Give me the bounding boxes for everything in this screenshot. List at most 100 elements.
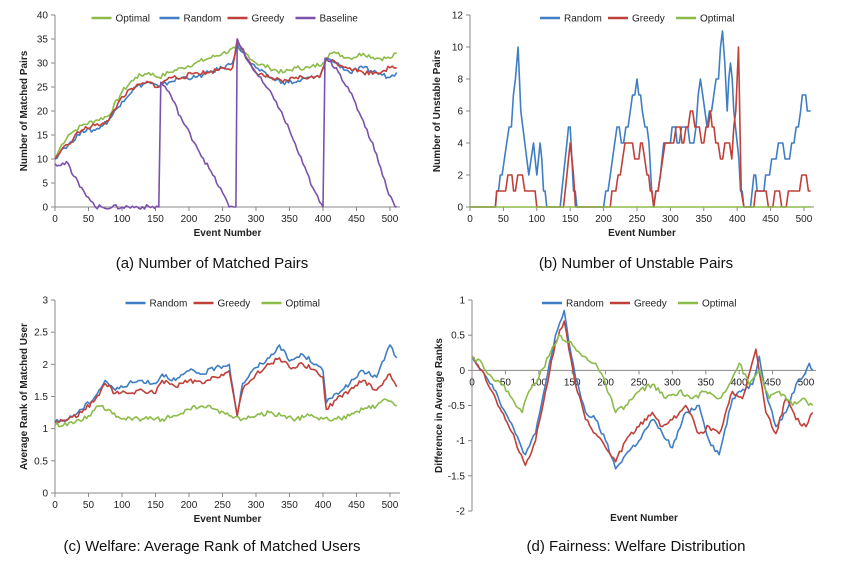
x-tick-label: 300 xyxy=(248,214,265,225)
x-tick-label: 450 xyxy=(764,377,781,388)
y-tick-label: 12 xyxy=(452,11,464,22)
x-tick-label: 250 xyxy=(214,214,231,225)
x-tick-label: 500 xyxy=(382,214,399,225)
x-tick-label: 400 xyxy=(731,377,748,388)
y-tick-label: 10 xyxy=(37,155,49,166)
series-line-greedy xyxy=(54,357,398,424)
y-tick-label: 2 xyxy=(42,360,48,371)
x-tick-label: 300 xyxy=(662,214,679,225)
x-tick-label: 250 xyxy=(631,377,648,388)
y-tick-label: 0 xyxy=(42,489,48,500)
x-tick-label: 200 xyxy=(181,500,198,511)
x-tick-label: 500 xyxy=(798,377,815,388)
y-tick-label: 30 xyxy=(37,59,49,70)
chart-welfare-rank: 0 0.5 1 1.5 2 2.5 3 0 50 100 150 200 250 300 350 400 450… xyxy=(19,296,400,525)
x-tick-label: 350 xyxy=(695,214,712,225)
y-tick-label: 3 xyxy=(42,296,48,307)
y-tick-label: 1 xyxy=(42,424,48,435)
caption-fairness: (d) Fairness: Welfare Distribution xyxy=(526,538,746,555)
y-tick-label: 1.5 xyxy=(34,392,48,403)
x-tick-label: 200 xyxy=(595,214,612,225)
series-line-random xyxy=(54,344,398,423)
y-tick-label: 10 xyxy=(452,43,464,54)
x-tick-label: 0 xyxy=(469,377,475,388)
x-tick-label: 50 xyxy=(498,214,510,225)
x-tick-label: 450 xyxy=(762,214,779,225)
x-axis-label: Event Number xyxy=(194,514,262,525)
caption-matched-pairs: (a) Number of Matched Pairs xyxy=(115,255,309,272)
legend-label-greedy: Greedy xyxy=(634,299,667,310)
caption-welfare: (c) Welfare: Average Rank of Matched Use… xyxy=(63,538,361,555)
chart-fairness: -2-1.5-1-0.500.510 50 100 150 200 250 300 350 40… xyxy=(434,296,816,524)
x-tick-label: 150 xyxy=(564,377,581,388)
x-tick-label: 450 xyxy=(348,500,365,511)
x-axis-label: Event Number xyxy=(194,228,262,239)
series-line-random xyxy=(470,30,811,208)
x-tick-label: 350 xyxy=(281,214,298,225)
legend-label-greedy: Greedy xyxy=(632,14,665,25)
y-tick-label: 0 xyxy=(42,203,48,214)
legend-label-random: Random xyxy=(150,299,188,310)
legend-label-greedy: Greedy xyxy=(218,299,251,310)
x-tick-label: 500 xyxy=(796,214,813,225)
x-tick-label: 350 xyxy=(697,377,714,388)
x-tick-label: 400 xyxy=(315,214,332,225)
x-tick-label: 450 xyxy=(348,214,365,225)
chart-unstable-pairs: 0 2 4 6 8 10 12 0 50 100 150 200 250 300 350 400 450 500 E… xyxy=(432,11,814,239)
x-tick-label: 400 xyxy=(729,214,746,225)
series-line-optimal xyxy=(471,334,814,414)
caption-unstable-pairs: (b) Number of Unstable Pairs xyxy=(538,255,734,272)
y-axis-label: Difference in Average Ranks xyxy=(434,338,445,473)
series-line-greedy xyxy=(470,46,811,208)
x-tick-label: 50 xyxy=(83,214,95,225)
x-tick-label: 50 xyxy=(500,377,512,388)
legend-label-random: Random xyxy=(184,14,222,25)
x-tick-label: 100 xyxy=(114,500,131,511)
y-tick-label: 6 xyxy=(457,107,463,118)
x-tick-label: 200 xyxy=(181,214,198,225)
x-axis-label: Event Number xyxy=(608,228,676,239)
y-axis-label: Average Rank of Matched User xyxy=(19,323,30,470)
y-tick-label: 40 xyxy=(37,11,49,22)
y-tick-label: 15 xyxy=(37,131,49,142)
x-tick-label: 150 xyxy=(147,500,164,511)
y-tick-label: 8 xyxy=(457,75,463,86)
y-tick-label: 0 xyxy=(457,203,463,214)
series-line-greedy xyxy=(54,38,397,160)
x-tick-label: 50 xyxy=(83,500,95,511)
legend-label-optimal: Optimal xyxy=(116,14,150,25)
x-tick-label: 400 xyxy=(315,500,332,511)
y-tick-label: 2 xyxy=(457,171,463,182)
y-axis-label: Number of Unstable Pairs xyxy=(432,49,443,172)
y-tick-label: -1 xyxy=(456,436,465,447)
legend-label-optimal: Optimal xyxy=(700,14,734,25)
y-tick-label: 5 xyxy=(42,179,48,190)
y-tick-label: 2.5 xyxy=(34,328,48,339)
series-line-baseline xyxy=(54,38,397,210)
series-line-random xyxy=(471,309,814,470)
x-tick-label: 250 xyxy=(214,500,231,511)
legend-label-optimal: Optimal xyxy=(286,299,320,310)
x-tick-label: 150 xyxy=(147,214,164,225)
y-tick-label: 20 xyxy=(37,107,49,118)
y-tick-label: -1.5 xyxy=(448,471,466,482)
series-line-greedy xyxy=(471,320,814,467)
y-tick-label: 0.5 xyxy=(34,456,48,467)
y-tick-label: 0 xyxy=(459,366,465,377)
x-tick-label: 0 xyxy=(52,214,58,225)
legend-label-random: Random xyxy=(564,14,602,25)
series-line-optimal xyxy=(54,46,397,160)
x-tick-label: 300 xyxy=(664,377,681,388)
series-line-random xyxy=(54,43,398,160)
legend-label-baseline: Baseline xyxy=(320,14,359,25)
x-tick-label: 150 xyxy=(562,214,579,225)
x-tick-label: 0 xyxy=(52,500,58,511)
x-tick-label: 100 xyxy=(530,377,547,388)
y-tick-label: 4 xyxy=(457,139,463,150)
y-tick-label: 0.5 xyxy=(451,331,465,342)
x-axis-label: Event Number xyxy=(610,513,678,524)
series-line-optimal xyxy=(54,398,398,428)
x-tick-label: 100 xyxy=(114,214,131,225)
x-tick-label: 250 xyxy=(629,214,646,225)
